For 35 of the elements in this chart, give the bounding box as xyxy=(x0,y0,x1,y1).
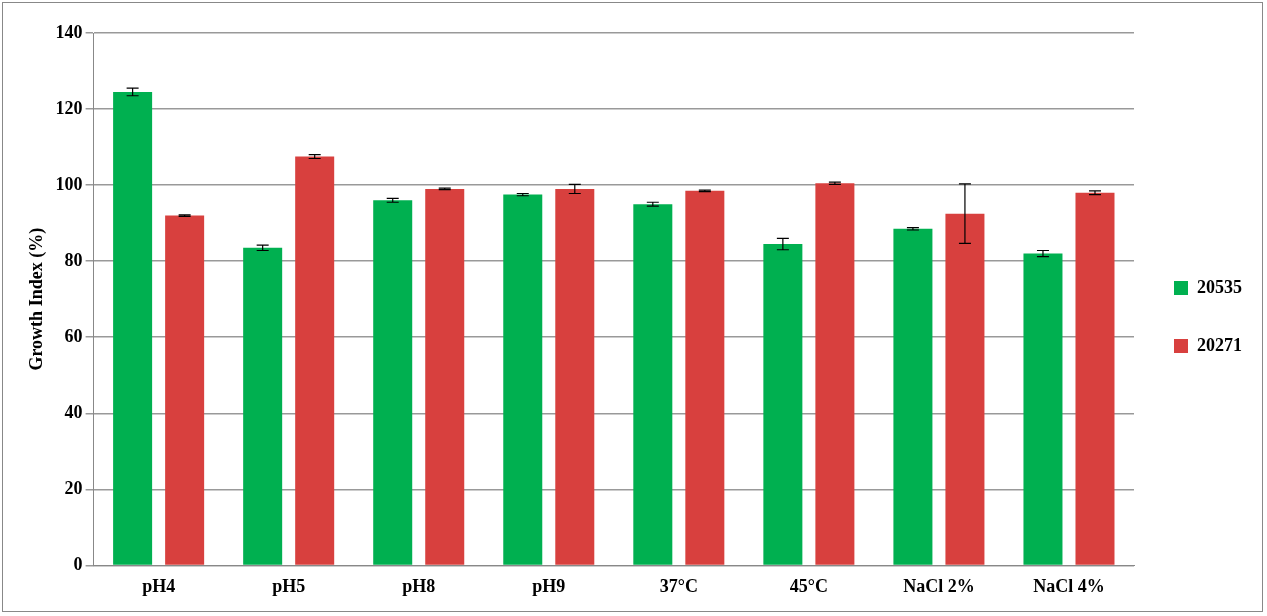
bar xyxy=(633,204,673,565)
y-tick-label: 60 xyxy=(64,325,83,346)
y-tick-label: 140 xyxy=(55,21,83,42)
bar xyxy=(373,200,413,565)
bar xyxy=(165,215,205,565)
bar xyxy=(763,244,803,565)
bar xyxy=(503,194,543,565)
x-tick-label: 37°C xyxy=(659,575,698,596)
x-tick-label: NaCl 2% xyxy=(903,575,975,596)
x-tick-label: NaCl 4% xyxy=(1033,575,1105,596)
x-tick-label: 45°C xyxy=(789,575,828,596)
bar xyxy=(685,190,725,565)
y-tick-label: 20 xyxy=(64,478,83,498)
x-tick-label: pH5 xyxy=(272,575,306,596)
bar xyxy=(945,213,985,565)
y-tick-label: 40 xyxy=(64,401,83,422)
x-tick-label: pH8 xyxy=(402,575,436,596)
x-tick-label: pH4 xyxy=(142,575,176,596)
y-tick-label: 80 xyxy=(64,249,83,270)
bar xyxy=(555,188,595,565)
legend-label: 20271 xyxy=(1197,334,1242,355)
y-tick-label: 0 xyxy=(73,554,83,575)
x-tick-label: pH9 xyxy=(532,575,566,596)
bar xyxy=(113,91,153,565)
bar xyxy=(893,228,933,565)
legend-label: 20535 xyxy=(1197,276,1242,297)
y-axis-title: Growth Index (%) xyxy=(26,227,48,371)
bar xyxy=(425,188,465,565)
bar xyxy=(815,183,855,565)
bar xyxy=(243,247,283,565)
bar xyxy=(1023,253,1063,565)
y-tick-label: 120 xyxy=(55,97,83,118)
y-tick-label: 100 xyxy=(55,173,83,194)
bar xyxy=(1075,192,1115,565)
bar xyxy=(295,156,335,565)
